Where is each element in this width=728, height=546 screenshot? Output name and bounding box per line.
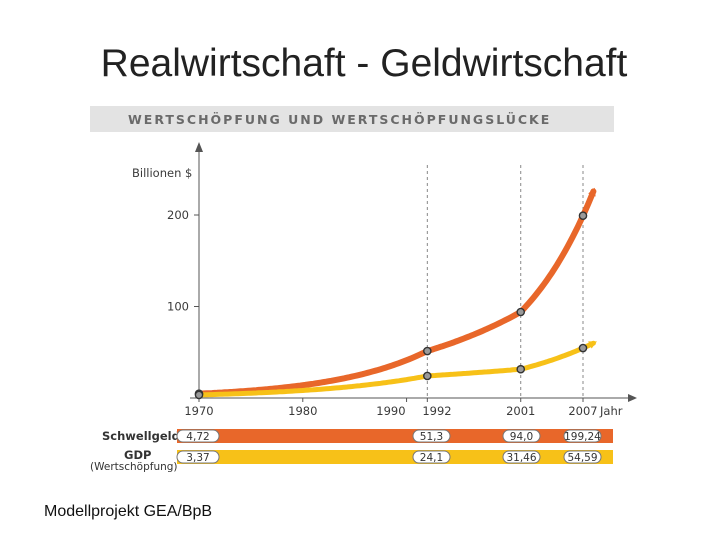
value-pill (176, 450, 220, 464)
data-point (194, 390, 204, 400)
x-tick-label: 2007 (568, 404, 597, 418)
value-label: 199,24 (564, 431, 601, 443)
data-point (578, 343, 588, 353)
x-tick-label: 2001 (506, 404, 535, 418)
value-label: 94,0 (510, 431, 533, 443)
row-sublabel-wertschoepfung: (Wertschöpfung) (90, 461, 178, 473)
value-pill (563, 429, 602, 443)
series-line-gdp (196, 340, 597, 398)
value-pill (502, 450, 541, 464)
value-label: 51,3 (420, 431, 443, 443)
value-pill (412, 429, 451, 443)
chart-title: WERTSCHÖPFUNG UND WERTSCHÖPFUNGSLÜCKE (128, 112, 551, 127)
row-label-schwellgeld: Schwellgeld (102, 429, 180, 443)
value-label: 4,72 (186, 431, 209, 443)
x-tick-label: 1970 (184, 404, 213, 418)
y-tick-label: 100 (167, 300, 189, 314)
value-pill (412, 450, 451, 464)
x-tick-label: 1990 (376, 404, 405, 418)
data-point (578, 211, 588, 220)
row-label-gdp: GDP (124, 448, 151, 462)
value-pill (176, 429, 220, 443)
x-axis-arrow-icon (628, 394, 637, 402)
data-point (423, 346, 432, 356)
value-label: 54,59 (567, 452, 597, 464)
value-label: 24,1 (420, 452, 443, 464)
data-point (516, 307, 526, 317)
y-axis-arrow-icon (195, 142, 203, 152)
slide-title: Realwirtschaft - Geldwirtschaft (100, 42, 628, 85)
data-point (423, 371, 432, 381)
value-label: 31,46 (506, 452, 536, 464)
x-tick-label: 1992 (422, 404, 451, 418)
value-pill (563, 450, 602, 464)
x-axis-unit-label: Jahr (599, 404, 623, 418)
y-tick-label: 200 (167, 208, 189, 222)
value-label: 3,37 (186, 452, 209, 464)
x-tick-label: 1980 (288, 404, 317, 418)
y-axis-label: Billionen $ (132, 166, 192, 180)
value-pill (502, 429, 541, 443)
footer-text: Modellprojekt GEA/BpB (44, 503, 213, 520)
table-bar-schwellgeld (177, 429, 613, 443)
data-point (516, 364, 526, 374)
series-line-schwellgeld (196, 187, 597, 397)
table-bar-gdp (177, 450, 613, 464)
chart-banner (90, 106, 614, 132)
